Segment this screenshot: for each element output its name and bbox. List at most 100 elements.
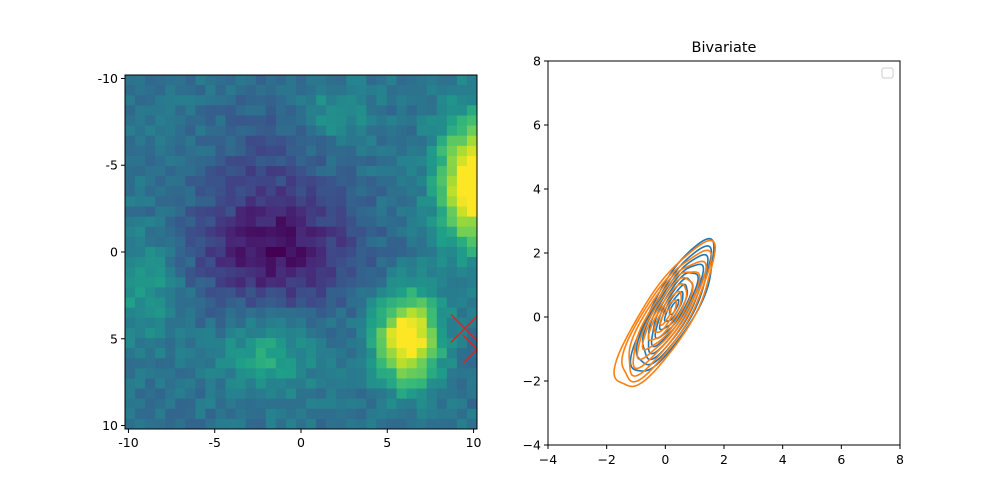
x-tick-label: 8 — [896, 452, 904, 467]
heatmap-cell — [416, 176, 428, 187]
heatmap-cell — [396, 388, 408, 400]
heatmap-cell — [185, 418, 196, 429]
heatmap-cell — [205, 176, 217, 187]
heatmap-cell — [245, 297, 257, 309]
heatmap-cell — [195, 307, 207, 319]
heatmap-cell — [245, 176, 257, 187]
heatmap-cell — [306, 155, 317, 167]
heatmap-cell — [285, 186, 297, 197]
heatmap-cell — [225, 388, 237, 400]
heatmap-cell — [155, 398, 166, 410]
heatmap-cell — [346, 267, 357, 278]
heatmap-cell — [326, 327, 337, 339]
heatmap-cell — [316, 398, 327, 410]
heatmap-cell — [185, 236, 196, 248]
heatmap-cell — [265, 307, 277, 319]
heatmap-cell — [336, 297, 347, 309]
heatmap-cell — [366, 226, 378, 238]
heatmap-cell — [426, 337, 438, 349]
heatmap-cell — [255, 378, 267, 390]
heatmap-cell — [275, 196, 287, 208]
heatmap-cell — [426, 297, 438, 309]
heatmap-cell — [155, 257, 166, 268]
heatmap-cell — [175, 327, 186, 339]
heatmap-cell — [295, 398, 307, 410]
heatmap-cell — [346, 277, 357, 288]
heatmap-cell — [145, 418, 156, 429]
heatmap-cell — [456, 408, 468, 420]
heatmap-cell — [316, 368, 327, 380]
heatmap-cell — [326, 358, 337, 369]
heatmap-cell — [346, 368, 357, 380]
heatmap-cell — [376, 125, 388, 137]
heatmap-cell — [406, 408, 418, 420]
heatmap-cell — [275, 216, 287, 228]
x-tick-label: 0 — [661, 452, 669, 467]
heatmap-cell — [155, 105, 166, 117]
heatmap-cell — [225, 236, 237, 248]
heatmap-cell — [366, 277, 378, 288]
heatmap-cell — [336, 145, 347, 157]
heatmap-cell — [346, 216, 357, 228]
heatmap-cell — [446, 408, 458, 420]
heatmap-cell — [306, 327, 317, 339]
heatmap-cell — [356, 358, 367, 369]
heatmap-cell — [155, 317, 166, 329]
x-tick-label: 4 — [779, 452, 787, 467]
heatmap-cell — [185, 176, 196, 187]
heatmap-cell — [295, 115, 307, 127]
heatmap-cell — [175, 226, 186, 238]
heatmap-cell — [406, 196, 418, 208]
heatmap-cell — [456, 206, 468, 218]
heatmap-cell — [205, 378, 217, 390]
heatmap-cell — [396, 418, 408, 429]
heatmap-cell — [175, 297, 186, 309]
heatmap-cell — [145, 327, 156, 339]
heatmap-cell — [185, 166, 196, 177]
heatmap-cell — [225, 257, 237, 268]
heatmap-cell — [135, 75, 146, 86]
heatmap-cell — [215, 287, 227, 299]
heatmap-cell — [125, 368, 136, 380]
heatmap-cell — [165, 246, 176, 258]
heatmap-cell — [175, 246, 186, 258]
heatmap-cell — [406, 226, 418, 238]
heatmap-cell — [185, 95, 196, 106]
heatmap-cell — [215, 327, 227, 339]
heatmap-cell — [205, 307, 217, 319]
heatmap-cell — [346, 307, 357, 319]
heatmap-cell — [436, 317, 448, 329]
heatmap-cell — [396, 75, 408, 86]
heatmap-cell — [386, 337, 398, 349]
heatmap-cell — [275, 257, 287, 268]
heatmap-cell — [306, 145, 317, 157]
heatmap-cell — [205, 398, 217, 410]
heatmap-cell — [255, 85, 267, 96]
heatmap-cell — [356, 125, 367, 137]
heatmap-cell — [175, 135, 186, 147]
heatmap-cell — [306, 216, 317, 228]
heatmap-cell — [406, 388, 418, 400]
heatmap-cell — [436, 125, 448, 137]
y-tick-label: 5 — [110, 331, 118, 346]
heatmap-cell — [456, 388, 468, 400]
heatmap-cell — [125, 125, 136, 137]
heatmap-cell — [205, 246, 217, 258]
heatmap-cell — [366, 95, 378, 106]
heatmap-cell — [306, 95, 317, 106]
heatmap-cell — [245, 277, 257, 288]
heatmap-cell — [306, 75, 317, 86]
heatmap-cell — [295, 327, 307, 339]
heatmap-cell — [295, 206, 307, 218]
heatmap-cell — [326, 115, 337, 127]
heatmap-cell — [456, 287, 468, 299]
heatmap-cell — [145, 348, 156, 359]
heatmap-cell — [125, 105, 136, 117]
heatmap-cell — [466, 155, 477, 167]
heatmap-cell — [185, 327, 196, 339]
heatmap-cell — [466, 327, 477, 339]
heatmap-cell — [145, 75, 156, 86]
heatmap-cell — [165, 176, 176, 187]
heatmap-cell — [235, 408, 247, 420]
heatmap-axes: -10 -5 0 5 10 -10 -5 0 5 10 — [98, 71, 482, 450]
